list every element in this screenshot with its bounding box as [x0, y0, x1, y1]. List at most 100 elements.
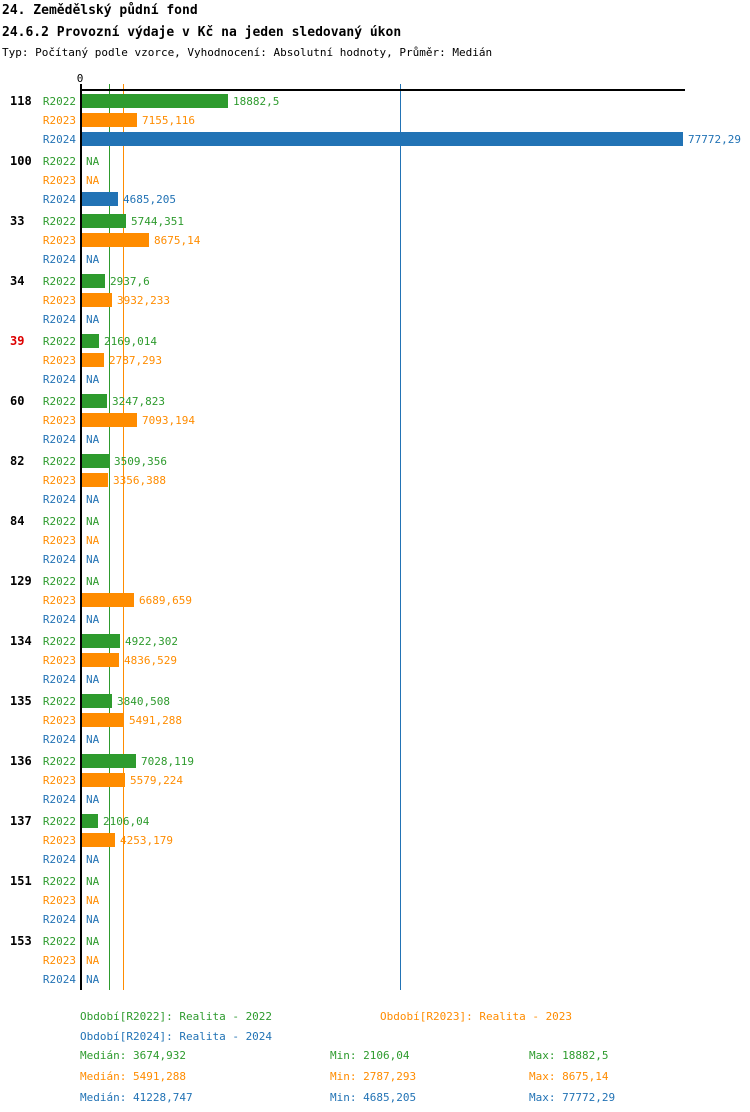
na-label: NA — [86, 954, 100, 967]
bar-r2023-group-118 — [82, 113, 137, 127]
value-label: 18882,5 — [233, 95, 280, 108]
series-label-r2024: R2024 — [42, 433, 76, 446]
na-label: NA — [86, 793, 100, 806]
series-label-r2022: R2022 — [42, 755, 76, 768]
na-label: NA — [86, 613, 100, 626]
na-label: NA — [86, 174, 100, 187]
na-label: NA — [86, 155, 100, 168]
na-label: NA — [86, 673, 100, 686]
value-label: 2937,6 — [110, 275, 150, 288]
series-label-r2023: R2023 — [42, 894, 76, 907]
value-label: 4685,205 — [123, 193, 176, 206]
value-label: 7028,119 — [141, 755, 194, 768]
na-label: NA — [86, 373, 100, 386]
series-label-r2024: R2024 — [42, 793, 76, 806]
bar-r2022-group-135 — [82, 694, 112, 708]
series-label-r2023: R2023 — [42, 174, 76, 187]
na-label: NA — [86, 913, 100, 926]
na-label: NA — [86, 894, 100, 907]
x-axis-line — [80, 89, 685, 91]
bar-r2023-group-137 — [82, 833, 115, 847]
bar-r2023-group-60 — [82, 413, 137, 427]
series-label-r2023: R2023 — [42, 774, 76, 787]
bar-r2022-group-39 — [82, 334, 99, 348]
series-label-r2022: R2022 — [42, 515, 76, 528]
series-label-r2024: R2024 — [42, 493, 76, 506]
bar-r2022-group-33 — [82, 214, 126, 228]
series-label-r2024: R2024 — [42, 613, 76, 626]
bar-r2023-group-34 — [82, 293, 112, 307]
series-label-r2022: R2022 — [42, 635, 76, 648]
chart-subtitle: 24.6.2 Provozní výdaje v Kč na jeden sle… — [2, 25, 402, 40]
stat-max-r2022: Max: 18882,5 — [529, 1049, 609, 1062]
series-label-r2024: R2024 — [42, 673, 76, 686]
median-line-r2022 — [109, 84, 110, 990]
series-label-r2023: R2023 — [42, 654, 76, 667]
na-label: NA — [86, 973, 100, 986]
bar-r2022-group-136 — [82, 754, 136, 768]
stat-min-r2024: Min: 4685,205 — [330, 1091, 417, 1104]
group-label-33: 33 — [10, 214, 25, 228]
group-label-84: 84 — [10, 514, 25, 528]
na-label: NA — [86, 313, 100, 326]
bar-r2022-group-137 — [82, 814, 98, 828]
stat-min-r2022: Min: 2106,04 — [330, 1049, 410, 1062]
series-label-r2024: R2024 — [42, 733, 76, 746]
legend-item-r2022: Období[R2022]: Realita - 2022 — [80, 1010, 273, 1023]
series-label-r2022: R2022 — [42, 275, 76, 288]
group-label-151: 151 — [10, 874, 32, 888]
value-label: 3932,233 — [117, 294, 170, 307]
group-label-135: 135 — [10, 694, 32, 708]
na-label: NA — [86, 534, 100, 547]
series-label-r2022: R2022 — [42, 95, 76, 108]
bar-r2022-group-34 — [82, 274, 105, 288]
series-label-r2024: R2024 — [42, 313, 76, 326]
series-label-r2022: R2022 — [42, 695, 76, 708]
value-label: 3247,823 — [112, 395, 165, 408]
na-label: NA — [86, 853, 100, 866]
stat-median-r2022: Medián: 3674,932 — [80, 1049, 186, 1062]
value-label: 4922,302 — [125, 635, 178, 648]
value-label: 2169,014 — [104, 335, 157, 348]
bar-r2023-group-82 — [82, 473, 108, 487]
series-label-r2023: R2023 — [42, 114, 76, 127]
stat-median-r2023: Medián: 5491,288 — [80, 1070, 186, 1083]
group-label-136: 136 — [10, 754, 32, 768]
value-label: 4253,179 — [120, 834, 173, 847]
group-label-129: 129 — [10, 574, 32, 588]
series-label-r2024: R2024 — [42, 553, 76, 566]
bar-r2023-group-135 — [82, 713, 124, 727]
series-label-r2022: R2022 — [42, 395, 76, 408]
bar-r2023-group-33 — [82, 233, 149, 247]
na-label: NA — [86, 493, 100, 506]
series-label-r2023: R2023 — [42, 594, 76, 607]
bar-r2024-group-100 — [82, 192, 118, 206]
bar-r2023-group-136 — [82, 773, 125, 787]
group-label-82: 82 — [10, 454, 25, 468]
na-label: NA — [86, 253, 100, 266]
na-label: NA — [86, 575, 100, 588]
series-label-r2024: R2024 — [42, 133, 76, 146]
series-label-r2023: R2023 — [42, 714, 76, 727]
y-axis-line — [80, 84, 82, 990]
series-label-r2023: R2023 — [42, 294, 76, 307]
legend-item-r2023: Období[R2023]: Realita - 2023 — [380, 1010, 573, 1023]
series-label-r2023: R2023 — [42, 474, 76, 487]
na-label: NA — [86, 733, 100, 746]
value-label: 7093,194 — [142, 414, 195, 427]
series-label-r2024: R2024 — [42, 913, 76, 926]
series-label-r2023: R2023 — [42, 354, 76, 367]
bar-r2022-group-118 — [82, 94, 228, 108]
na-label: NA — [86, 875, 100, 888]
stat-max-r2024: Max: 77772,29 — [529, 1091, 616, 1104]
series-label-r2022: R2022 — [42, 815, 76, 828]
value-label: 77772,29 — [688, 133, 741, 146]
na-label: NA — [86, 935, 100, 948]
series-label-r2024: R2024 — [42, 193, 76, 206]
value-label: 2106,04 — [103, 815, 150, 828]
value-label: 5579,224 — [130, 774, 183, 787]
value-label: 3356,388 — [113, 474, 166, 487]
series-label-r2022: R2022 — [42, 155, 76, 168]
series-label-r2023: R2023 — [42, 954, 76, 967]
